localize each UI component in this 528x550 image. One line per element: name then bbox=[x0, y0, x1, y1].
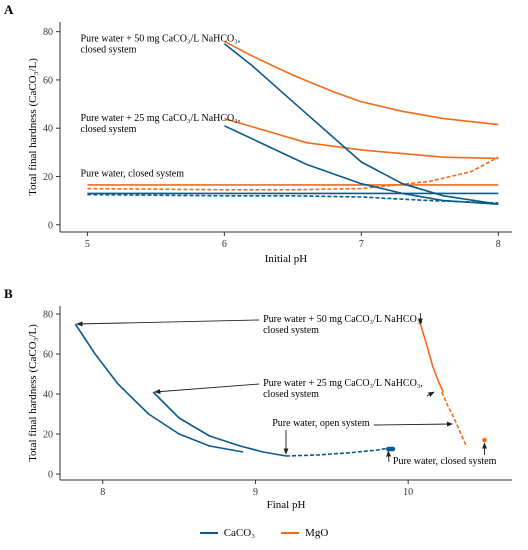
series-b-1-caco3-line bbox=[152, 391, 287, 457]
x-tick-label-a: 5 bbox=[85, 239, 90, 250]
x-tick-label-b: 8 bbox=[100, 487, 105, 498]
x-axis-title-a: Initial pH bbox=[265, 253, 308, 265]
annotation-b-0-text: Pure water + 50 mg CaCO₃/L NaHCO₃, closed… bbox=[263, 314, 423, 336]
series-b-4-mgo-line bbox=[419, 323, 445, 393]
annotation-b-2-arrow-1 bbox=[373, 421, 454, 427]
series-b-6-mgo-point bbox=[482, 437, 487, 443]
y-tick-label-b: 60 bbox=[43, 350, 53, 361]
y-tick-label-a: 60 bbox=[43, 75, 53, 86]
annotation-b-1-arrow-1 bbox=[426, 391, 435, 397]
x-tick-label-b: 10 bbox=[403, 487, 413, 498]
annotation-b-0-line-1: closed system bbox=[263, 325, 319, 336]
y-tick-label-b: 0 bbox=[48, 470, 53, 481]
annotation-a-1-text: Pure water + 25 mg CaCO₃/L NaHCO₃, closed… bbox=[81, 113, 241, 135]
series-b-2-caco3-line bbox=[285, 447, 390, 457]
series-a-1-mgo-line bbox=[224, 117, 499, 160]
legend-item-mgo: MgO bbox=[281, 527, 328, 539]
x-tick-label-b: 9 bbox=[253, 487, 258, 498]
series-a-5-caco3-line bbox=[224, 125, 499, 205]
series-a-0-mgo-line bbox=[224, 40, 499, 126]
x-tick-label-a: 7 bbox=[359, 239, 364, 250]
annotation-b-1-line-0: Pure water + 25 mg CaCO₃/L NaHCO₃, bbox=[263, 378, 423, 389]
annotation-a-0-line-0: Pure water + 50 mg CaCO₃/L NaHCO₃, bbox=[81, 33, 241, 44]
annotation-b-3-text: Pure water, closed system bbox=[393, 456, 497, 467]
annotation-a-1-line-1: closed system bbox=[81, 124, 137, 135]
y-axis-title-a: Total final hardness (CaCO₃/L) bbox=[27, 58, 39, 196]
legend-item-caco3: CaCO₃ bbox=[199, 527, 256, 539]
annotation-a-1-line-0: Pure water + 25 mg CaCO₃/L NaHCO₃, bbox=[81, 113, 241, 124]
series-b-3-caco3-point bbox=[390, 446, 396, 452]
y-tick-label-b: 40 bbox=[43, 390, 53, 401]
legend-label-mgo: MgO bbox=[305, 527, 329, 539]
annotation-a-0-line-1: closed system bbox=[81, 44, 137, 55]
y-tick-label-a: 0 bbox=[48, 220, 53, 231]
annotation-a-0-text: Pure water + 50 mg CaCO₃/L NaHCO₃, closed… bbox=[81, 33, 241, 55]
annotation-b-1-line-1: closed system bbox=[263, 389, 319, 400]
legend-label-caco3: CaCO₃ bbox=[223, 527, 256, 539]
series-a-4-caco3-line bbox=[223, 43, 499, 205]
y-tick-label-a: 80 bbox=[43, 27, 53, 38]
annotation-a-2-text: Pure water, closed system bbox=[81, 168, 185, 179]
y-tick-label-b: 20 bbox=[43, 430, 53, 441]
panel-letter-b: B bbox=[4, 286, 13, 301]
series-b-0-caco3-line bbox=[74, 323, 244, 453]
annotation-a-2-line-0: Pure water, closed system bbox=[81, 168, 185, 179]
annotation-b-2-line-0: Pure water, open system bbox=[272, 418, 370, 429]
legend: CaCO₃ MgO bbox=[0, 522, 528, 544]
legend-swatch-mgo bbox=[281, 532, 300, 534]
x-tick-label-a: 8 bbox=[496, 239, 501, 250]
annotation-b-1-text: Pure water + 25 mg CaCO₃/L NaHCO₃, closed… bbox=[263, 378, 423, 400]
series-b-5-mgo-line bbox=[441, 391, 467, 447]
series-a-7-caco3-line bbox=[87, 193, 499, 204]
x-axis-title-b: Final pH bbox=[267, 499, 306, 511]
annotation-b-3-line-0: Pure water, closed system bbox=[393, 456, 497, 467]
y-tick-label-a: 40 bbox=[43, 124, 53, 135]
y-tick-label-b: 80 bbox=[43, 310, 53, 321]
panel-letter-a: A bbox=[4, 2, 14, 17]
annotation-b-0-line-0: Pure water + 50 mg CaCO₃/L NaHCO₃, bbox=[263, 314, 423, 325]
legend-swatch-caco3 bbox=[199, 532, 218, 534]
annotation-b-3-arrow-0 bbox=[386, 450, 392, 463]
series-a-3-mgo-line bbox=[87, 156, 499, 191]
annotation-b-2-text: Pure water, open system bbox=[272, 418, 370, 429]
panel-b: B 8 9 10 0 20 40 60 80 Final pH Total final hardne… bbox=[4, 286, 512, 511]
x-tick-label-a: 6 bbox=[222, 239, 227, 250]
annotation-b-0-arrow-0 bbox=[76, 319, 260, 327]
y-axis-title-b: Total final hardness (CaCO₃/L) bbox=[27, 324, 39, 462]
y-tick-label-a: 20 bbox=[43, 172, 53, 183]
annotation-b-1-arrow-0 bbox=[154, 383, 260, 395]
